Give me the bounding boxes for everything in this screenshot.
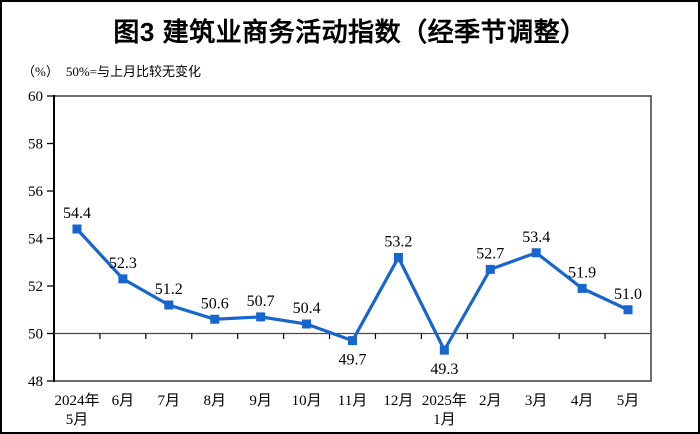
data-value-label: 54.4 [63, 205, 91, 222]
data-point-marker [256, 312, 266, 322]
y-axis-unit-label: （%） [22, 64, 59, 79]
y-tick-label: 58 [28, 137, 43, 153]
x-category-label: 4月 [571, 393, 594, 409]
y-tick-label: 50 [28, 327, 43, 343]
data-point-marker [210, 314, 220, 324]
x-category-label: 3月 [525, 393, 548, 409]
data-point-marker [302, 319, 312, 329]
x-category-label: 2025年 [422, 392, 467, 409]
data-value-label: 50.7 [247, 293, 275, 310]
data-value-label: 49.7 [339, 352, 367, 369]
data-point-marker [531, 248, 541, 258]
x-category-label: 2月 [479, 393, 502, 409]
data-value-label: 53.2 [384, 234, 412, 251]
data-point-marker [485, 264, 495, 274]
data-point-marker [439, 345, 449, 355]
reference-note: 50%=与上月比较无变化 [65, 64, 202, 79]
x-category-label: 8月 [203, 393, 226, 409]
data-value-label: 52.3 [109, 255, 137, 272]
x-category-label: 5月 [66, 412, 89, 428]
data-point-marker [72, 224, 82, 234]
data-point-marker [118, 274, 128, 284]
data-point-marker [164, 300, 174, 310]
data-point-marker [393, 253, 403, 262]
data-value-label: 51.2 [155, 281, 183, 298]
y-tick-label: 48 [28, 374, 43, 390]
data-point-marker [623, 305, 633, 315]
data-value-label: 50.4 [293, 300, 321, 317]
y-tick-label: 54 [28, 232, 44, 248]
data-point-marker [348, 336, 357, 346]
data-value-label: 53.4 [522, 229, 550, 246]
chart-title: 图3 建筑业商务活动指数（经季节调整） [113, 17, 587, 47]
data-value-label: 52.7 [476, 245, 504, 262]
x-category-label: 12月 [383, 393, 413, 409]
data-value-label: 50.6 [201, 295, 229, 312]
x-category-label: 9月 [249, 393, 272, 409]
x-category-label: 5月 [617, 393, 640, 409]
data-value-label: 51.0 [614, 286, 642, 303]
x-category-label: 6月 [112, 393, 135, 409]
x-category-label: 7月 [158, 393, 181, 409]
data-value-label: 51.9 [568, 264, 596, 281]
data-point-marker [577, 283, 587, 293]
chart-subtitle: （%） 50%=与上月比较无变化 [22, 61, 201, 80]
x-category-label: 10月 [292, 393, 322, 409]
data-value-label: 49.3 [430, 361, 458, 378]
y-tick-label: 60 [28, 89, 43, 105]
y-tick-label: 52 [28, 279, 43, 295]
x-category-label: 11月 [338, 393, 367, 409]
x-category-label: 2024年 [54, 392, 99, 409]
x-category-label: 1月 [433, 412, 456, 428]
y-tick-label: 56 [28, 184, 44, 200]
